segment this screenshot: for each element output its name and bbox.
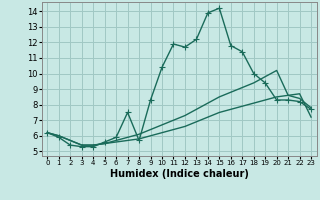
X-axis label: Humidex (Indice chaleur): Humidex (Indice chaleur) bbox=[110, 169, 249, 179]
